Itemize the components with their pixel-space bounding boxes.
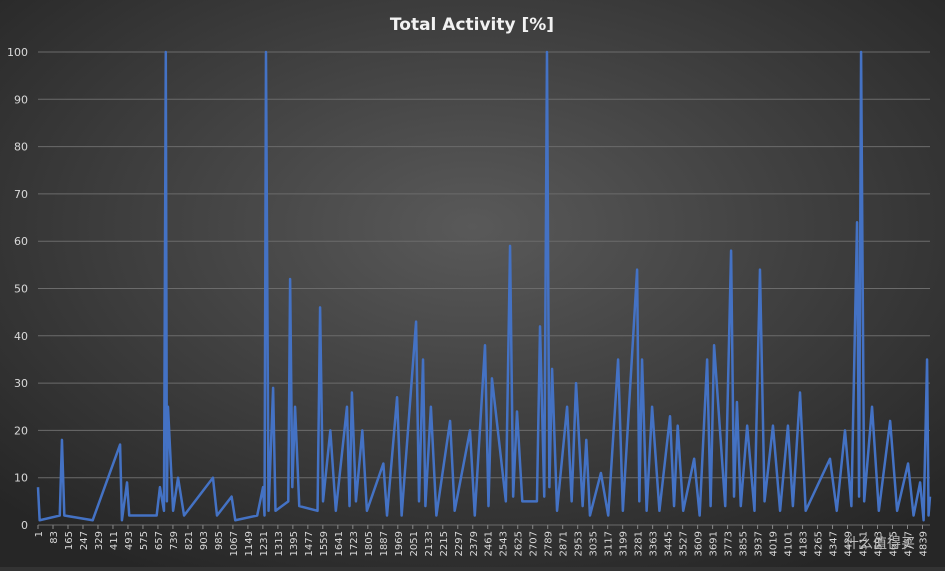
y-tick-label: 100 (7, 46, 28, 59)
x-tick-label: 3445 (664, 531, 675, 556)
y-tick-label: 50 (14, 283, 28, 296)
x-tick-label: 1887 (379, 531, 390, 556)
y-tick-label: 30 (14, 377, 28, 390)
x-tick-label: 2461 (484, 531, 495, 556)
x-tick-label: 4757 (904, 531, 915, 556)
x-tick-label: 3527 (679, 531, 690, 556)
y-tick-label: 0 (21, 519, 28, 532)
chart-title: Total Activity [%] (390, 15, 554, 35)
x-tick-label: 3363 (649, 531, 660, 556)
x-tick-label: 1 (34, 531, 45, 537)
x-tick-label: 1969 (394, 531, 405, 556)
y-tick-label: 20 (14, 424, 28, 437)
x-tick-label: 1477 (304, 531, 315, 556)
x-tick-label: 247 (79, 531, 90, 550)
x-tick-label: 2215 (439, 531, 450, 556)
x-tick-label: 4265 (814, 531, 825, 556)
x-tick-label: 4511 (859, 531, 870, 556)
x-tick-label: 493 (124, 531, 135, 550)
x-tick-label: 2051 (409, 531, 420, 556)
x-tick-label: 1313 (274, 531, 285, 556)
x-tick-label: 2297 (454, 531, 465, 556)
x-tick-label: 1231 (259, 531, 270, 556)
x-tick-label: 4593 (874, 531, 885, 556)
x-tick-label: 4347 (829, 531, 840, 556)
x-tick-label: 3773 (724, 531, 735, 556)
x-tick-label: 4019 (769, 531, 780, 556)
x-tick-label: 821 (184, 531, 195, 550)
x-tick-label: 165 (64, 531, 75, 550)
x-tick-label: 2133 (424, 531, 435, 556)
y-tick-label: 10 (14, 472, 28, 485)
x-tick-label: 3691 (709, 531, 720, 556)
x-tick-label: 3609 (694, 531, 705, 556)
x-tick-label: 575 (139, 531, 150, 550)
x-tick-label: 2871 (559, 531, 570, 556)
x-tick-label: 1067 (229, 531, 240, 556)
x-tick-label: 3199 (619, 531, 630, 556)
x-tick-label: 4429 (844, 531, 855, 556)
y-tick-label: 70 (14, 188, 28, 201)
y-tick-label: 60 (14, 235, 28, 248)
x-tick-label: 1723 (349, 531, 360, 556)
x-tick-label: 83 (49, 531, 60, 544)
x-tick-label: 2379 (469, 531, 480, 556)
watermark: 什么值得买 (845, 535, 915, 552)
x-tick-label: 2625 (514, 531, 525, 556)
x-tick-label: 4839 (919, 531, 930, 556)
x-tick-label: 3035 (589, 531, 600, 556)
x-tick-label: 1395 (289, 531, 300, 556)
x-tick-label: 2789 (544, 531, 555, 556)
x-tick-label: 3937 (754, 531, 765, 556)
x-tick-label: 411 (109, 531, 120, 550)
x-tick-label: 985 (214, 531, 225, 550)
y-tick-label: 40 (14, 330, 28, 343)
x-tick-label: 3117 (604, 531, 615, 556)
x-tick-label: 4183 (799, 531, 810, 556)
x-tick-label: 329 (94, 531, 105, 550)
x-tick-label: 3281 (634, 531, 645, 556)
x-tick-label: 4675 (889, 531, 900, 556)
x-tick-label: 2543 (499, 531, 510, 556)
x-tick-label: 903 (199, 531, 210, 550)
x-tick-label: 4101 (784, 531, 795, 556)
x-tick-label: 739 (169, 531, 180, 550)
x-tick-label: 1805 (364, 531, 375, 556)
y-tick-label: 90 (14, 93, 28, 106)
x-tick-label: 1641 (334, 531, 345, 556)
x-tick-label: 1149 (244, 531, 255, 556)
x-tick-label: 2707 (529, 531, 540, 556)
x-tick-label: 1559 (319, 531, 330, 556)
x-tick-label: 2953 (574, 531, 585, 556)
x-tick-label: 657 (154, 531, 165, 550)
x-tick-label: 3855 (739, 531, 750, 556)
line (36, 50, 932, 522)
y-tick-label: 80 (14, 141, 28, 154)
